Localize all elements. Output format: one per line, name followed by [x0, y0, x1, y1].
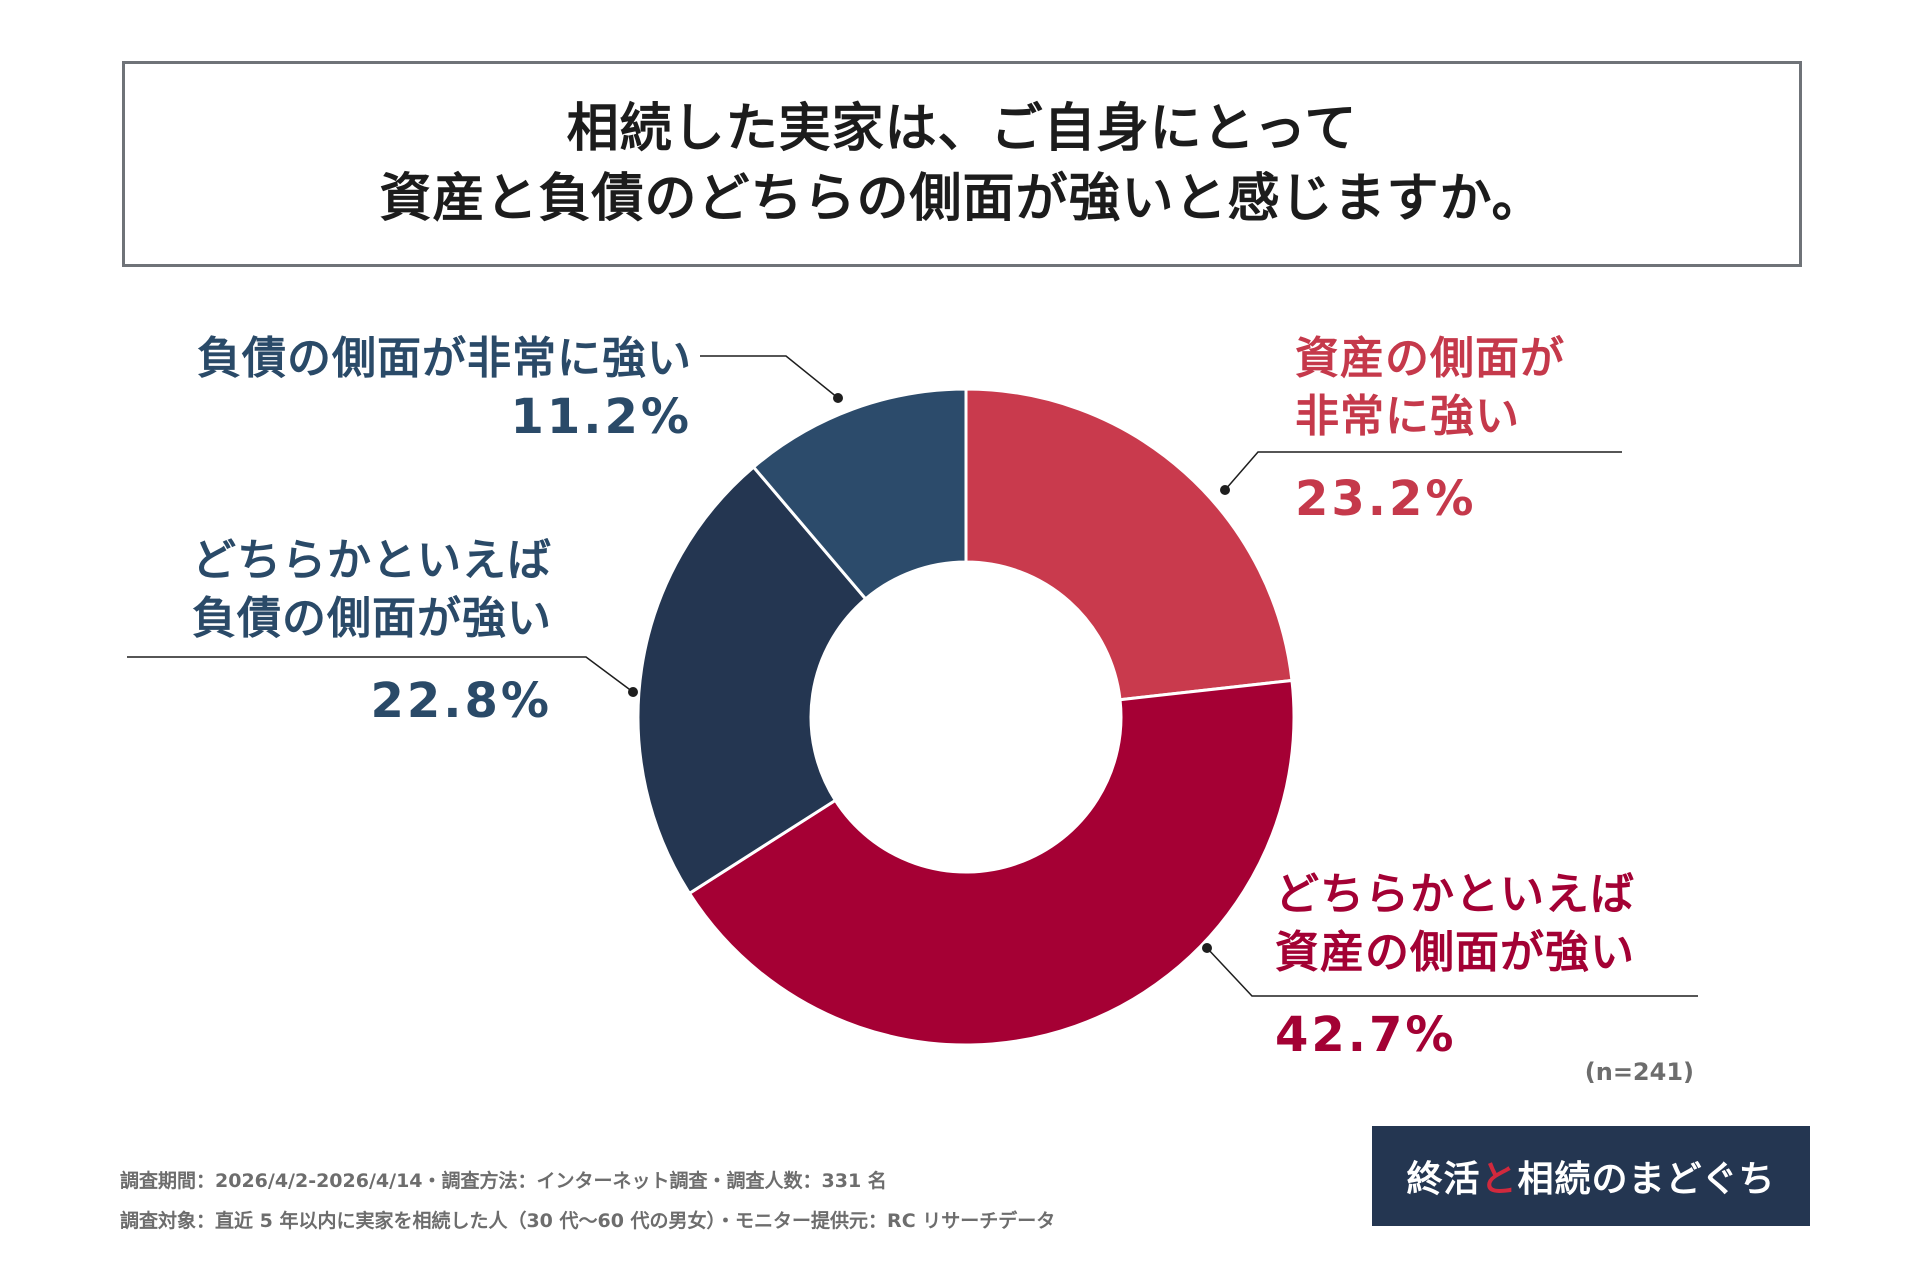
- leader-debt-somewhat: [127, 656, 634, 693]
- label-debt-very-strong-pct: 11.2%: [510, 389, 692, 445]
- leader-asset-somewhat-dot: [1202, 943, 1212, 953]
- leader-debt-somewhat-dot: [628, 687, 638, 697]
- brand-logo: 終活と相続のまどぐち: [1372, 1126, 1810, 1226]
- label-debt-somewhat-line2: 負債の側面が強い: [192, 593, 552, 644]
- brand-text-part3: 相続のまどぐち: [1517, 1159, 1776, 1200]
- label-debt-very-strong-text: 負債の側面が非常に強い: [197, 333, 692, 384]
- chart-title-line-2: 資産と負債のどちらの側面が強いと感じますか。: [379, 169, 1545, 229]
- sample-size-note: (n=241): [1584, 1058, 1694, 1086]
- label-debt-somewhat: どちらかといえば 負債の側面が強い 22.8%: [192, 532, 552, 730]
- survey-footnote-line-2: 調査対象：直近 5 年以内に実家を相続した人（30 代〜60 代の男女）・モニタ…: [120, 1210, 1056, 1232]
- label-asset-somewhat-line1: どちらかといえば: [1275, 869, 1635, 920]
- leader-asset-somewhat: [1206, 947, 1698, 997]
- label-debt-somewhat-line1: どちらかといえば: [192, 535, 552, 586]
- survey-footnote-line-1: 調査期間：2026/4/2-2026/4/14・調査方法：インターネット調査・調…: [120, 1170, 887, 1192]
- slice-asset-very-strong: [964, 387, 1294, 702]
- chart-title-line-1: 相続した実家は、ご自身にとって: [566, 99, 1358, 159]
- brand-text-part1: 終活: [1406, 1159, 1481, 1200]
- label-asset-very-strong-pct: 23.2%: [1295, 471, 1477, 527]
- leader-debt-very-strong-dot: [833, 393, 843, 403]
- leader-debt-very-strong: [700, 355, 839, 399]
- brand-text-part2: と: [1480, 1159, 1518, 1200]
- title-box: 相続した実家は、ご自身にとって 資産と負債のどちらの側面が強いと感じますか。: [122, 61, 1802, 267]
- label-asset-very-strong-line1: 資産の側面が: [1295, 333, 1565, 384]
- label-asset-somewhat: どちらかといえば 資産の側面が強い 42.7%: [1275, 866, 1635, 1064]
- leader-asset-very-strong: [1224, 451, 1622, 491]
- slice-debt-very-strong: [751, 387, 968, 602]
- leader-asset-very-strong-dot: [1220, 485, 1230, 495]
- label-asset-very-strong: 資産の側面が 非常に強い 23.2%: [1295, 330, 1565, 528]
- label-debt-somewhat-pct: 22.8%: [370, 673, 552, 729]
- slice-asset-somewhat: [687, 678, 1296, 1047]
- label-debt-very-strong: 負債の側面が非常に強い 11.2%: [197, 330, 692, 446]
- label-asset-somewhat-line2: 資産の側面が強い: [1275, 927, 1635, 978]
- slice-debt-somewhat: [636, 464, 868, 896]
- label-asset-very-strong-line2: 非常に強い: [1295, 391, 1520, 442]
- label-asset-somewhat-pct: 42.7%: [1275, 1007, 1457, 1063]
